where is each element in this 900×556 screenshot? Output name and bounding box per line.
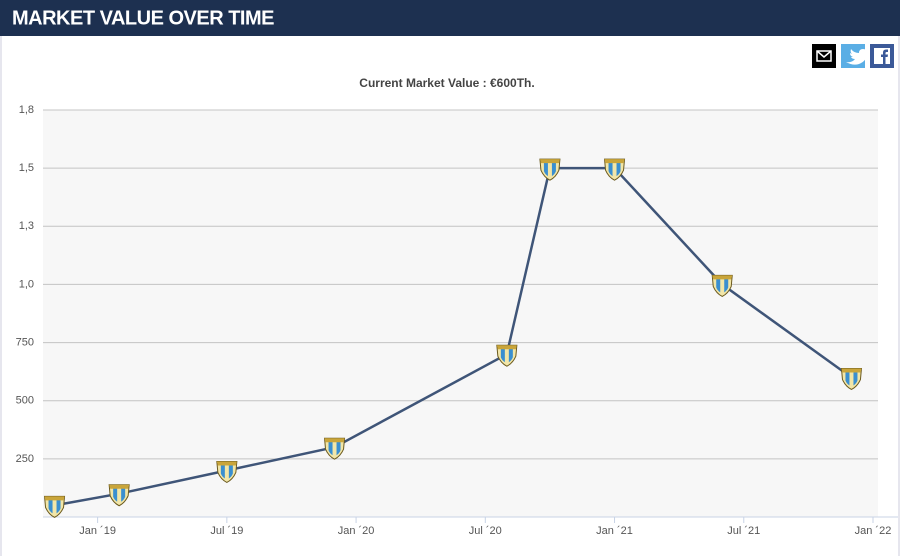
crest-top: [712, 275, 733, 280]
plot-area: [43, 110, 878, 517]
club-crest-marker: [539, 158, 561, 181]
club-crest-marker: [216, 460, 238, 484]
y-tick-label: 250: [16, 453, 34, 465]
club-crest-marker: [711, 274, 733, 297]
y-tick-label: 750: [16, 336, 34, 348]
y-tick-label: 500: [16, 395, 34, 407]
x-tick-label: Jul ´19: [210, 525, 243, 537]
crest-stripes: [500, 348, 513, 363]
y-tick-label: 1,3: [19, 220, 34, 232]
crest-stripes: [716, 278, 729, 293]
email-button[interactable]: [812, 44, 836, 68]
y-tick-label: 1,5: [19, 162, 34, 174]
header-bar: [0, 0, 900, 36]
x-tick-label: Jan ´21: [596, 525, 633, 537]
crest-top: [604, 159, 625, 164]
crest-top: [44, 496, 65, 501]
crest-stripes: [220, 464, 233, 479]
crest-stripes: [328, 441, 341, 456]
x-tick-label: Jul ´21: [727, 525, 760, 537]
club-crest-marker: [108, 484, 130, 507]
crest-top: [539, 159, 560, 164]
x-tick-label: Jan ´22: [855, 525, 892, 537]
crest-top: [496, 345, 517, 350]
crest-stripes: [113, 487, 126, 502]
twitter-button[interactable]: [841, 44, 869, 68]
x-tick-label: Jan ´19: [79, 525, 116, 537]
y-tick-label: 1,8: [19, 104, 34, 116]
x-tick-label: Jan ´20: [338, 525, 375, 537]
crest-stripes: [608, 162, 621, 177]
chart-subtitle: Current Market Value : €600Th.: [359, 76, 534, 90]
crest-stripes: [543, 162, 556, 177]
crest-stripes: [845, 371, 858, 386]
header-title: MARKET VALUE OVER TIME: [12, 7, 274, 29]
crest-top: [109, 484, 130, 489]
crest-stripes: [48, 499, 61, 514]
club-crest-marker: [43, 495, 66, 518]
y-tick-label: 1,0: [19, 278, 34, 290]
club-crest-marker: [323, 437, 346, 460]
crest-top: [216, 461, 237, 466]
facebook-button[interactable]: [870, 44, 894, 68]
x-tick-label: Jul ´20: [469, 525, 502, 537]
crest-top: [841, 368, 862, 373]
club-crest-marker: [603, 158, 626, 181]
club-crest-marker: [496, 344, 518, 367]
club-crest-marker: [840, 367, 863, 391]
crest-top: [324, 438, 345, 443]
